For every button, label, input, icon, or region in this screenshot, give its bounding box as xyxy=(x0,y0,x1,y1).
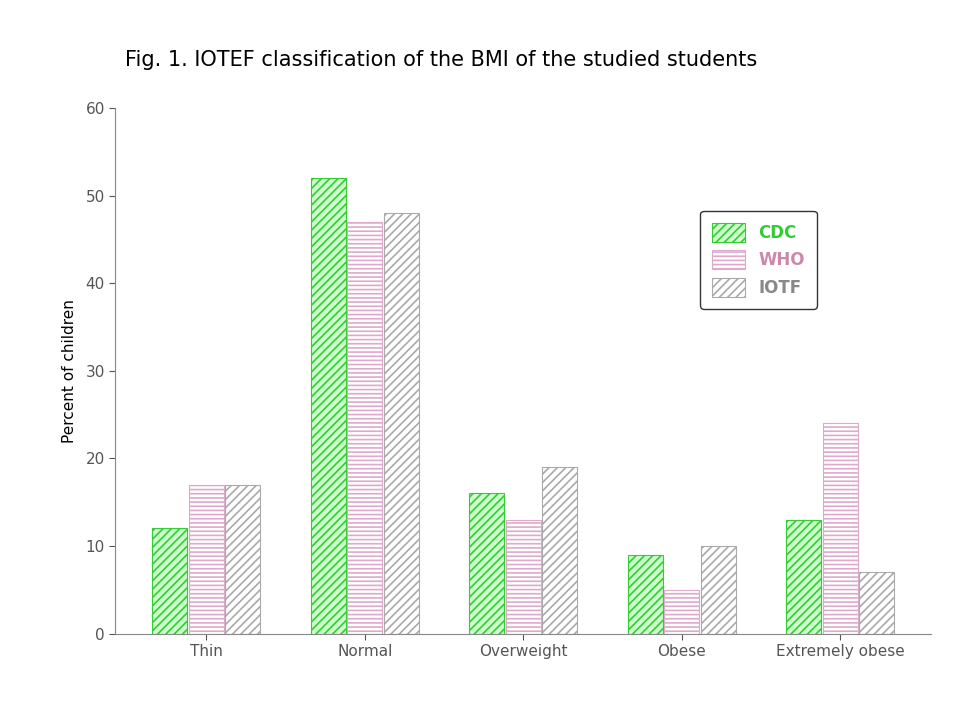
Bar xyxy=(664,590,699,634)
Bar xyxy=(823,423,857,634)
Bar xyxy=(701,546,735,634)
Bar xyxy=(189,485,224,634)
Bar xyxy=(153,528,187,634)
Bar xyxy=(786,520,821,634)
Bar xyxy=(859,572,894,634)
Text: Fig. 1. IOTEF classification of the BMI of the studied students: Fig. 1. IOTEF classification of the BMI … xyxy=(125,50,757,71)
Bar xyxy=(384,213,419,634)
Bar xyxy=(506,520,540,634)
Bar xyxy=(628,554,662,634)
Bar xyxy=(348,222,382,634)
Bar xyxy=(226,485,260,634)
Bar xyxy=(469,493,504,634)
Y-axis label: Percent of children: Percent of children xyxy=(62,299,77,443)
Bar xyxy=(542,467,577,634)
Bar xyxy=(311,178,346,634)
Legend: CDC, WHO, IOTF: CDC, WHO, IOTF xyxy=(700,211,817,309)
